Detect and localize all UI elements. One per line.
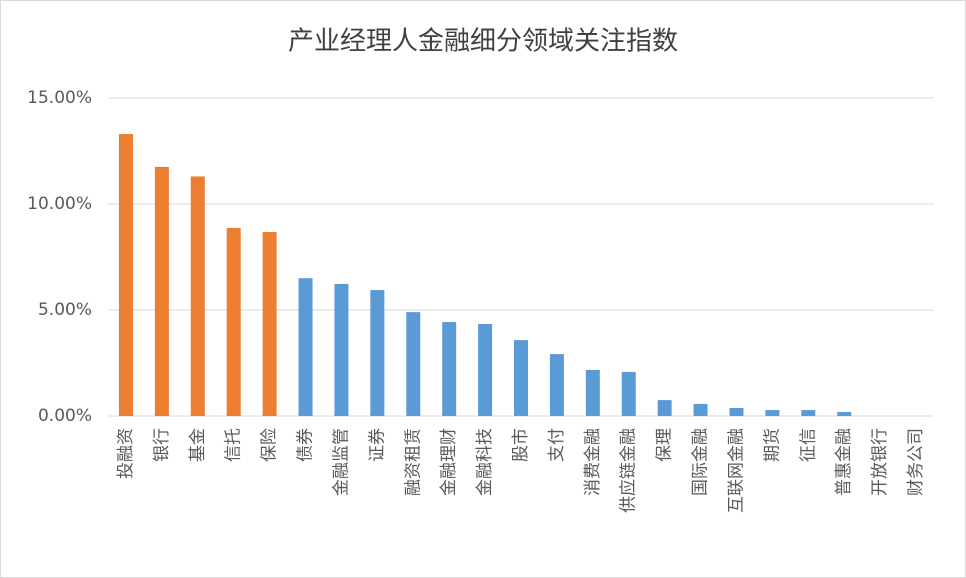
x-tick-label: 供应链金融 [619, 428, 639, 513]
x-tick-label: 保理 [655, 428, 675, 462]
x-tick-label: 债券 [296, 428, 316, 462]
x-tick-label: 银行 [152, 428, 172, 462]
x-tick-label: 国际金融 [691, 428, 711, 496]
chart-title: 产业经理人金融细分领域关注指数 [288, 27, 678, 57]
x-tick-label: 信托 [224, 428, 244, 462]
x-tick-label: 金融理财 [439, 428, 459, 496]
bar [370, 290, 385, 416]
y-tick-label: 0.00% [38, 406, 92, 426]
y-tick-label: 15.00% [27, 88, 92, 108]
x-tick-label: 投融资 [116, 428, 136, 479]
bar [118, 134, 133, 417]
x-tick-label: 证券 [367, 428, 387, 462]
x-tick-label: 征信 [798, 428, 818, 462]
bar [190, 176, 205, 416]
y-tick-label: 5.00% [38, 300, 92, 320]
x-tick-label: 普惠金融 [834, 428, 854, 496]
bar [801, 410, 816, 416]
bar [442, 322, 457, 416]
bar [154, 166, 169, 416]
bar [262, 231, 277, 416]
x-tick-label: 消费金融 [583, 428, 603, 496]
x-tick-label: 基金 [188, 428, 208, 462]
bar [334, 283, 349, 416]
bar [765, 410, 780, 416]
x-tick-label: 金融科技 [475, 428, 495, 496]
bar [621, 371, 636, 416]
bar [514, 340, 528, 416]
x-tick-label: 开放银行 [870, 428, 890, 496]
bar [298, 278, 313, 416]
x-tick-label: 金融监管 [331, 428, 351, 496]
x-tick-label: 股市 [511, 428, 531, 462]
bar [226, 227, 241, 416]
x-tick-label: 融资租赁 [403, 428, 423, 496]
bar [657, 400, 672, 416]
bar [585, 369, 600, 416]
bar [729, 407, 744, 416]
bar [406, 312, 421, 416]
bar [478, 323, 493, 416]
bar [693, 403, 708, 416]
x-tick-label: 期货 [762, 428, 782, 462]
y-tick-label: 10.00% [27, 194, 92, 214]
bar [549, 354, 564, 416]
x-tick-label: 互联网金融 [726, 428, 746, 513]
x-tick-label: 保险 [260, 428, 280, 462]
x-tick-label: 支付 [547, 428, 567, 462]
x-tick-label: 财务公司 [906, 428, 926, 496]
bar [837, 411, 852, 416]
